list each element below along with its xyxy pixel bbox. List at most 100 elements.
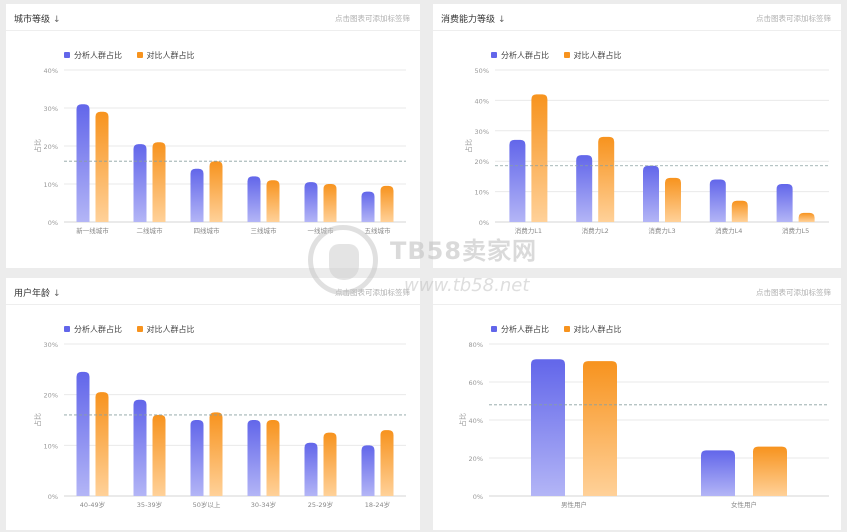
add-tag-hint[interactable]: 点击图表可添加标签筛 — [335, 14, 410, 23]
bar-compare[interactable] — [209, 161, 223, 222]
panel-title: 消费能力等级 ↓ — [441, 12, 506, 25]
bar-compare[interactable] — [95, 111, 109, 222]
x-tick-label: 30-34岁 — [251, 500, 276, 509]
bar-analysis[interactable] — [133, 399, 147, 496]
bar-compare[interactable] — [323, 432, 337, 496]
add-tag-hint[interactable]: 点击图表可添加标签筛 — [335, 288, 410, 297]
legend-item-compare[interactable]: 对比人群占比 — [563, 324, 622, 335]
legend-swatch-analysis — [491, 325, 497, 332]
bar-compare[interactable] — [209, 412, 223, 496]
bar-compare[interactable] — [665, 177, 681, 222]
x-tick-label: 女性用户 — [731, 500, 757, 509]
bar-analysis[interactable] — [304, 182, 318, 222]
y-tick-label: 20% — [475, 158, 489, 166]
panel-title-text: 消费能力等级 — [441, 15, 496, 25]
y-tick-label: 20% — [469, 455, 483, 463]
panel-title: 用户年龄 ↓ — [14, 286, 61, 299]
legend-item-compare[interactable]: 对比人群占比 — [563, 50, 622, 61]
sort-down-icon[interactable]: ↓ — [53, 289, 61, 299]
bar-analysis[interactable] — [701, 450, 735, 496]
bar-compare[interactable] — [95, 392, 109, 496]
sort-down-icon[interactable]: ↓ — [53, 15, 61, 25]
x-tick-label: 五线城市 — [365, 226, 392, 235]
x-tick-label: 50岁以上 — [193, 500, 221, 509]
legend-swatch-analysis — [491, 51, 497, 58]
bar-compare[interactable] — [152, 414, 166, 496]
chart-panel-consumption-level: 消费能力等级 ↓ 点击图表可添加标签筛 分析人群占比 对比人群占比 0% 10% 20… — [433, 4, 841, 268]
x-tick-label: 四线城市 — [194, 226, 221, 235]
bar-analysis[interactable] — [304, 442, 318, 496]
y-tick-label: 0% — [473, 493, 483, 501]
panel-title: 城市等级 ↓ — [14, 12, 61, 25]
bar-compare[interactable] — [266, 420, 280, 496]
bar-compare[interactable] — [753, 446, 787, 496]
bar-compare[interactable] — [731, 200, 748, 222]
bar-compare[interactable] — [380, 185, 394, 222]
add-tag-hint[interactable]: 点击图表可添加标签筛 — [756, 14, 831, 23]
legend-label: 对比人群占比 — [573, 51, 622, 60]
bar-compare[interactable] — [583, 361, 617, 496]
panel-header: 消费能力等级 ↓ 点击图表可添加标签筛 — [433, 4, 841, 31]
bar-analysis[interactable] — [361, 445, 375, 496]
legend-item-compare[interactable]: 对比人群占比 — [136, 324, 195, 335]
x-tick-label: 消费力L1 — [515, 226, 542, 235]
x-tick-label: 18-24岁 — [365, 500, 390, 509]
legend-item-analysis[interactable]: 分析人群占比 — [64, 324, 122, 335]
x-tick-label: 消费力L3 — [648, 226, 675, 235]
bar-analysis[interactable] — [509, 139, 526, 222]
y-axis-label: 占比 — [458, 413, 467, 427]
add-tag-hint[interactable]: 点击图表可添加标签筛 — [756, 288, 831, 297]
legend-item-analysis[interactable]: 分析人群占比 — [491, 324, 549, 335]
sort-down-icon[interactable]: ↓ — [498, 15, 506, 25]
bar-analysis[interactable] — [76, 371, 90, 496]
bar-analysis[interactable] — [643, 165, 659, 222]
legend-item-analysis[interactable]: 分析人群占比 — [64, 50, 122, 61]
bar-analysis[interactable] — [133, 144, 147, 222]
bar-analysis[interactable] — [576, 155, 593, 222]
bar-analysis[interactable] — [247, 420, 261, 496]
legend-label: 对比人群占比 — [573, 325, 622, 334]
bar-analysis[interactable] — [190, 168, 204, 222]
y-axis-label: 占比 — [33, 139, 42, 153]
bar-compare[interactable] — [266, 180, 280, 222]
x-tick-label: 40-49岁 — [80, 500, 105, 509]
bar-analysis[interactable] — [709, 179, 726, 222]
x-tick-label: 消费力L5 — [782, 226, 809, 235]
y-tick-label: 30% — [44, 341, 58, 349]
legend-label: 分析人群占比 — [74, 325, 122, 334]
chart-legend: 分析人群占比 对比人群占比 — [64, 324, 207, 335]
panel-header: 用户年龄 ↓ 点击图表可添加标签筛 — [6, 278, 420, 305]
bar-analysis[interactable] — [361, 191, 375, 222]
x-tick-label: 三线城市 — [251, 226, 278, 235]
x-tick-label: 消费力L2 — [582, 226, 609, 235]
y-tick-label: 40% — [475, 97, 489, 105]
bar-compare[interactable] — [152, 142, 166, 222]
legend-item-compare[interactable]: 对比人群占比 — [136, 50, 195, 61]
bar-chart-user-age[interactable]: 0% 10% 20% 30% 占比 40-49岁 35-39岁 50岁以上 30-34岁 25-2… — [6, 304, 420, 530]
bar-compare[interactable] — [598, 136, 615, 222]
bar-compare[interactable] — [323, 184, 337, 222]
bar-analysis[interactable] — [531, 359, 565, 496]
y-tick-label: 30% — [44, 105, 58, 113]
bar-compare[interactable] — [531, 94, 548, 222]
legend-item-analysis[interactable]: 分析人群占比 — [491, 50, 549, 61]
y-tick-label: 10% — [475, 189, 489, 197]
bar-analysis[interactable] — [76, 104, 90, 222]
y-tick-label: 10% — [44, 181, 58, 189]
bar-compare[interactable] — [380, 430, 394, 496]
bar-analysis[interactable] — [776, 184, 793, 222]
chart-legend: 分析人群占比 对比人群占比 — [64, 50, 207, 61]
bar-analysis[interactable] — [190, 420, 204, 496]
legend-swatch-analysis — [64, 51, 70, 58]
legend-swatch-compare — [563, 51, 570, 58]
y-tick-label: 30% — [475, 128, 489, 136]
bar-analysis[interactable] — [247, 176, 261, 222]
bar-compare[interactable] — [798, 212, 815, 222]
legend-label: 分析人群占比 — [501, 325, 549, 334]
y-axis-label: 占比 — [33, 413, 42, 427]
chart-legend: 分析人群占比 对比人群占比 — [491, 324, 634, 335]
legend-swatch-analysis — [64, 325, 70, 332]
